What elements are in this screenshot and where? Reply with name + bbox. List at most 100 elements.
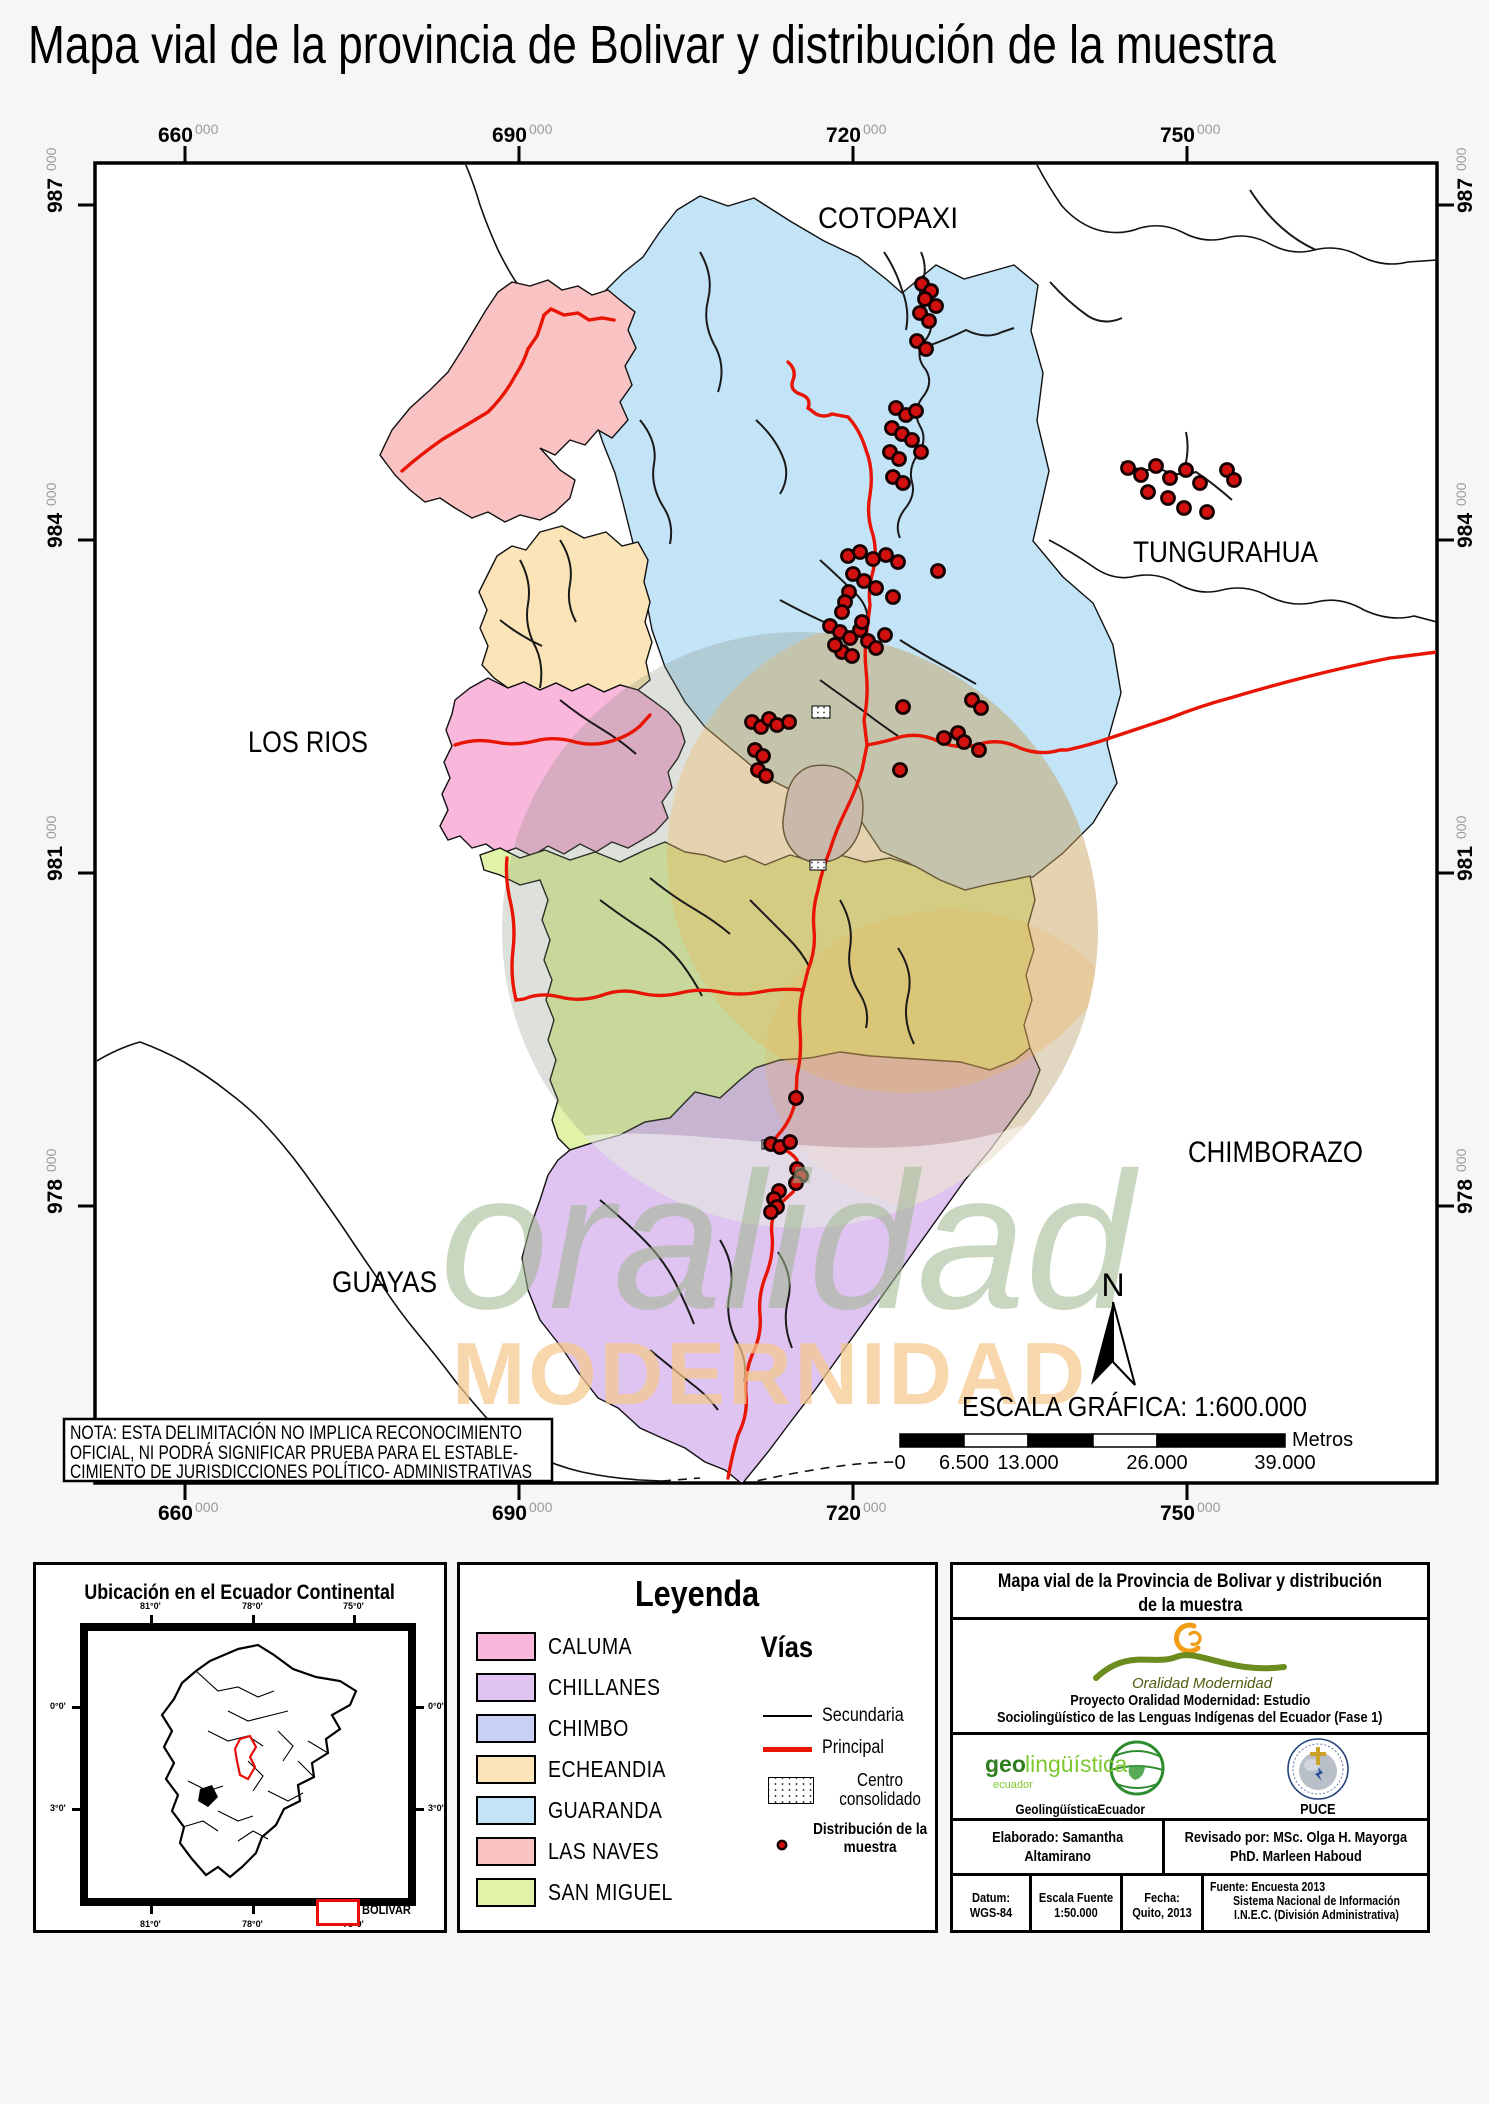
chimbo-swatch xyxy=(476,1713,536,1743)
svg-text:000: 000 xyxy=(1197,121,1221,137)
legend-title: Leyenda xyxy=(635,1573,760,1614)
echeandia-swatch xyxy=(476,1754,536,1784)
svg-text:000: 000 xyxy=(529,1499,553,1515)
inset-tick xyxy=(415,1808,424,1811)
coordinate-ticks xyxy=(78,146,1454,1500)
watermark-caps-text: MODERNIDAD xyxy=(452,1324,1088,1423)
project-title: Proyecto Oralidad Modernidad: Estudio So… xyxy=(997,1692,1383,1726)
sample-point xyxy=(781,714,797,730)
oralidad-modernidad-logo: Oralidad Modernidad xyxy=(1093,1622,1287,1692)
chillanes-swatch xyxy=(476,1672,536,1702)
svg-text:geo: geo xyxy=(985,1751,1026,1777)
sample-point xyxy=(758,768,774,784)
north-label: N xyxy=(1101,1267,1124,1303)
info-logos-row: geo lingüística ecuador GeolingüísticaEc… xyxy=(953,1735,1427,1821)
inset-xtick-label: 75°0' xyxy=(343,1601,364,1611)
note-line: CIMIENTO DE JURISDICCIONES POLÍTICO- ADM… xyxy=(70,1462,532,1483)
svg-text:000: 000 xyxy=(1197,1499,1221,1515)
svg-text:981: 981 xyxy=(1454,846,1477,881)
inset-map-frame: 81°0' 78°0' 75°0' 81°0' 78°0' 75°0' 0°0'… xyxy=(50,1601,444,1929)
sample-point xyxy=(1120,460,1136,476)
watermark-script-text: oralidad xyxy=(440,1132,1139,1350)
fuente-cell: Fuente: Encuesta 2013 Sistema Nacional d… xyxy=(1210,1880,1401,1922)
sample-point xyxy=(865,551,881,567)
legend-row-chillanes: CHILLANES xyxy=(476,1672,680,1702)
svg-text:750: 750 xyxy=(1160,1502,1195,1520)
sample-point xyxy=(845,566,861,582)
note-box: NOTA: ESTA DELIMITACIÓN NO IMPLICA RECON… xyxy=(62,1417,554,1483)
sample-point xyxy=(917,291,933,307)
sample-point xyxy=(868,580,884,596)
sample-point xyxy=(763,1204,779,1220)
sample-distribution-dots xyxy=(744,276,1242,1220)
inset-tick xyxy=(72,1808,81,1811)
inset-xtick-label: 81°0' xyxy=(140,1601,161,1611)
svg-text:000: 000 xyxy=(1453,1148,1469,1172)
secundaria-label: Secundaria xyxy=(822,1705,904,1726)
inset-ecuador-panel: Ubicación en el Ecuador Continental xyxy=(33,1562,447,1933)
principal-label: Principal xyxy=(822,1737,884,1758)
san-miguel-label: SAN MIGUEL xyxy=(548,1878,673,1905)
scale-unit: Metros xyxy=(1292,1429,1353,1451)
muestra-label: Distribución de la muestra xyxy=(812,1821,928,1856)
sample-point xyxy=(877,627,893,643)
legend-row-echeandia: ECHEANDIA xyxy=(476,1754,687,1784)
centro-consolidado-label: Centro consolidado xyxy=(839,1770,921,1809)
svg-text:987: 987 xyxy=(44,178,67,213)
scale-bar-labels: 0 6.500 13.000 26.000 39.000 xyxy=(894,1452,1315,1474)
inset-ytick-label: 3°0' xyxy=(50,1803,66,1813)
page-title: Mapa vial de la provincia de Bolivar y d… xyxy=(28,15,1276,75)
inset-ytick-label: 0°0' xyxy=(428,1701,444,1711)
sample-point xyxy=(895,475,911,491)
sample-point xyxy=(890,554,906,570)
sample-point xyxy=(971,742,987,758)
north-arrow: N xyxy=(1091,1267,1136,1386)
ecuador-border xyxy=(160,1643,358,1879)
sample-point xyxy=(973,700,989,716)
sample-point xyxy=(842,630,858,646)
san-miguel-swatch xyxy=(476,1877,536,1907)
svg-text:720: 720 xyxy=(826,1502,861,1520)
sample-point xyxy=(788,1090,804,1106)
note-line: OFICIAL, NI PODRÁ SIGNIFICAR PRUEBA PARA… xyxy=(70,1443,518,1464)
info-header: Mapa vial de la Provincia de Bolivar y d… xyxy=(953,1565,1427,1620)
inset-tick xyxy=(252,1615,255,1624)
sample-point xyxy=(852,544,868,560)
sample-point xyxy=(904,432,920,448)
svg-text:ecuador: ecuador xyxy=(993,1779,1033,1791)
svg-text:984: 984 xyxy=(1454,513,1477,548)
sample-point xyxy=(1148,458,1164,474)
canton-las-naves xyxy=(379,279,637,523)
svg-text:720: 720 xyxy=(826,124,861,147)
sample-point xyxy=(1199,504,1215,520)
caluma-swatch xyxy=(476,1631,536,1661)
svg-text:000: 000 xyxy=(43,815,59,839)
guaranda-swatch xyxy=(476,1795,536,1825)
inset-tick xyxy=(150,1905,153,1914)
svg-text:690: 690 xyxy=(492,124,527,147)
svg-text:000: 000 xyxy=(43,482,59,506)
chillanes-label: CHILLANES xyxy=(548,1673,661,1700)
sample-point xyxy=(936,730,952,746)
sample-point xyxy=(1226,472,1242,488)
sample-point xyxy=(1162,470,1178,486)
inset-tick xyxy=(353,1615,356,1624)
inset-tick xyxy=(150,1615,153,1624)
sample-point xyxy=(1160,490,1176,506)
elaborado-cell: Elaborado: Samantha Altamirano xyxy=(953,1821,1166,1873)
legend-row-guaranda: GUARANDA xyxy=(476,1795,682,1825)
sample-point xyxy=(844,648,860,664)
sample-point xyxy=(854,614,870,630)
svg-text:984: 984 xyxy=(44,513,67,548)
label-cotopaxi: COTOPAXI xyxy=(818,202,958,235)
province-labels: COTOPAXI TUNGURAHUA LOS RIOS CHIMBORAZO … xyxy=(248,202,1363,1299)
canton-chimbo xyxy=(782,764,864,864)
sample-point xyxy=(918,341,934,357)
svg-text:987: 987 xyxy=(1454,178,1477,213)
svg-text:lingüística: lingüística xyxy=(1025,1751,1127,1777)
scale-title: ESCALA GRÁFICA: 1:600.000 xyxy=(962,1391,1307,1422)
sample-point xyxy=(878,547,894,563)
svg-text:660: 660 xyxy=(158,1502,193,1520)
sample-point xyxy=(868,640,884,656)
